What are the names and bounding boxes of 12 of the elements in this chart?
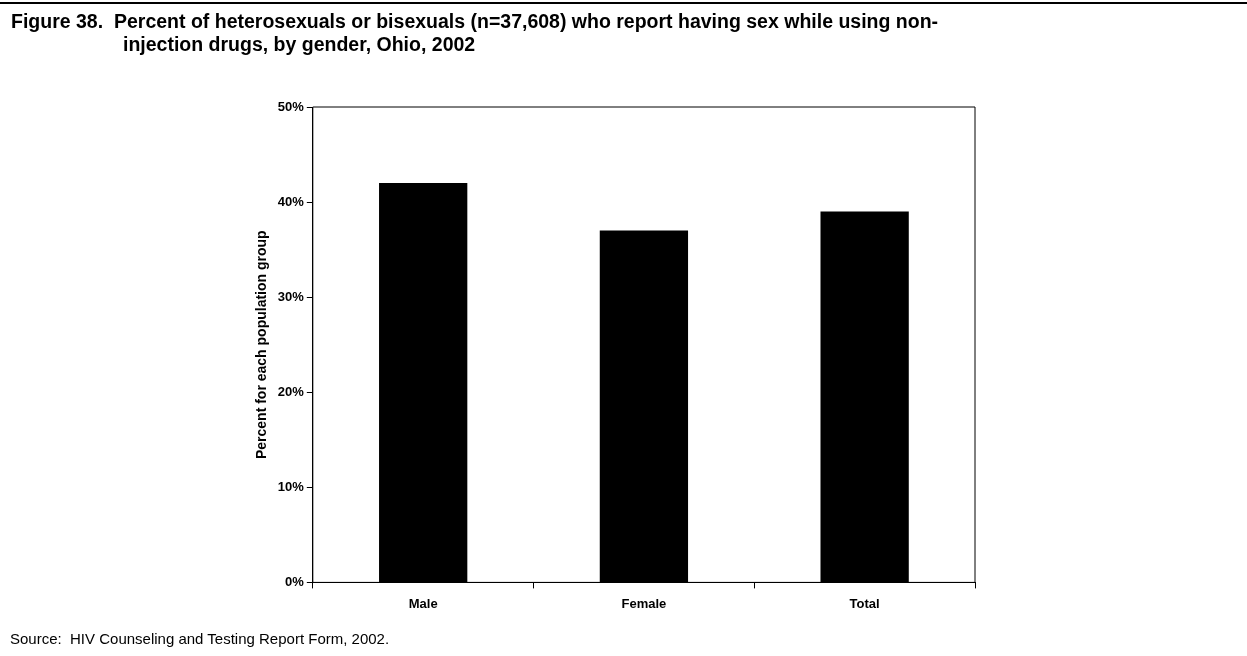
source-note: Source: HIV Counseling and Testing Report Form, 2002. [10,630,390,647]
x-tick-label: Male [408,595,438,611]
y-tick-label: 50% [277,98,305,114]
y-tick-label: 40% [277,193,305,209]
y-tick-label: 30% [277,288,305,304]
x-tick-label: Female [621,595,667,611]
y-tick-label: 10% [277,478,305,494]
chart-title: Figure 38. Percent of heterosexuals or bisexuals (n=37,608) who report having sex while using non-injection drugs, by gender, Ohio, 2002 [11,10,940,56]
x-tick-label: Total [849,595,880,611]
y-tick-label: 0% [285,573,305,589]
y-tick-label: 20% [277,383,305,399]
y-axis-title: Percent for each population group [253,230,270,460]
